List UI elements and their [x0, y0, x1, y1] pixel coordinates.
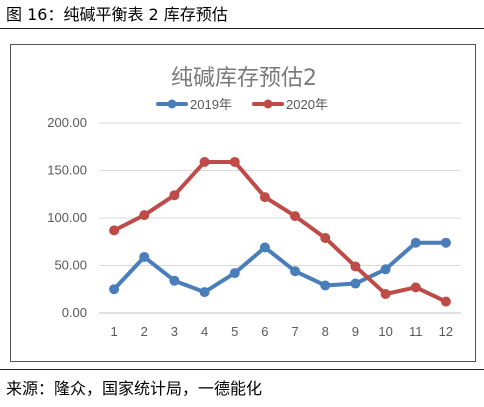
data-point [440, 237, 451, 248]
source-note: 来源：隆众，国家统计局，一德能化 [6, 379, 263, 398]
gridlines [99, 122, 461, 314]
x-tick-label: 1 [110, 324, 117, 339]
legend-swatch-marker [263, 99, 273, 109]
x-tick-label: 3 [171, 324, 178, 339]
figure-caption: 图 16：纯碱平衡表 2 库存预估 [6, 5, 228, 24]
y-tick-label: 200.00 [47, 115, 87, 130]
data-point [169, 275, 180, 286]
x-tick-label: 6 [261, 324, 268, 339]
data-point [320, 280, 331, 291]
data-point [139, 251, 150, 262]
data-point [109, 225, 120, 236]
series-2 [109, 156, 451, 307]
y-axis: 0.00 50.00 100.00 150.00 200.00 [47, 115, 87, 320]
x-tick-label: 10 [378, 324, 392, 339]
data-point [169, 190, 180, 201]
y-tick-label: 100.00 [47, 210, 87, 225]
y-tick-label: 0.00 [62, 305, 87, 320]
legend-item: 2019年 [156, 97, 232, 112]
data-point [259, 192, 270, 203]
y-tick-label: 150.00 [47, 163, 87, 178]
data-point [380, 289, 391, 299]
data-point [139, 210, 150, 221]
x-tick-label: 2 [141, 324, 148, 339]
legend-item: 2020年 [252, 97, 328, 112]
x-tick-label: 5 [231, 324, 238, 339]
series-line [112, 159, 448, 304]
data-point [440, 296, 451, 307]
data-point [290, 266, 301, 277]
x-tick-label: 8 [322, 324, 329, 339]
data-point [290, 211, 301, 222]
bottom-rule [0, 369, 484, 370]
x-tick-label: 11 [409, 324, 423, 339]
legend-label: 2020年 [286, 97, 328, 112]
data-point [109, 284, 120, 295]
data-point [410, 237, 421, 248]
data-point [350, 261, 361, 272]
chart-title: 纯碱库存预估2 [171, 66, 317, 91]
chart-frame: 纯碱库存预估2 2019年 2020年 0.00 50.00 100.00 150.00… [10, 44, 476, 362]
data-point [350, 278, 361, 289]
series-group [109, 156, 451, 307]
legend-swatch-marker [167, 99, 177, 109]
legend: 2019年 2020年 [156, 97, 328, 112]
x-axis: 1 2 3 4 5 6 7 8 9 10 11 12 [110, 324, 453, 339]
series-line [112, 240, 448, 295]
x-tick-label: 12 [439, 324, 453, 339]
series-1 [109, 237, 451, 298]
data-point [199, 287, 210, 298]
top-rule [0, 28, 484, 29]
data-point [259, 242, 270, 253]
x-tick-label: 4 [201, 324, 208, 339]
data-point [380, 264, 391, 275]
data-point [410, 282, 421, 293]
legend-label: 2019年 [190, 97, 232, 112]
data-point [229, 156, 240, 167]
data-point [229, 268, 240, 279]
data-point [320, 232, 331, 243]
line-chart: 纯碱库存预估2 2019年 2020年 0.0050.00100.00150.00… [47, 66, 461, 339]
data-point [199, 156, 210, 167]
x-tick-label: 9 [352, 324, 359, 339]
x-tick-label: 7 [291, 324, 298, 339]
y-tick-label: 50.00 [54, 258, 87, 273]
